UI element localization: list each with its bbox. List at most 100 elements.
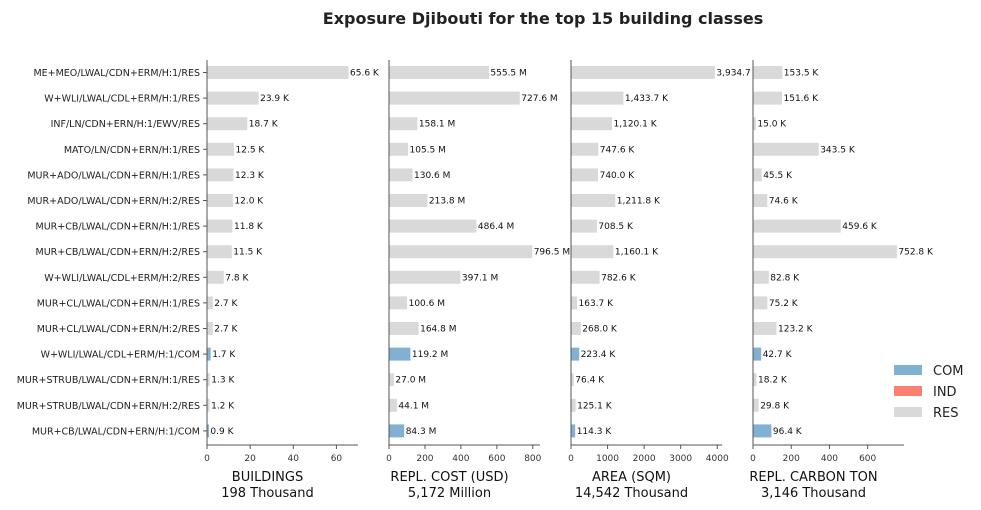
value-label: 75.2 K: [769, 299, 799, 309]
category-label: MUR+CB/LWAL/CDN+ERN/H:2/RES: [36, 247, 201, 258]
category-label: MUR+CB/LWAL/CDN+ERN/H:1/COM: [32, 426, 200, 437]
value-label: 74.6 K: [769, 197, 799, 207]
category-label: MUR+STRUB/LWAL/CDN+ERN/H:2/RES: [17, 401, 200, 412]
bar: [753, 194, 768, 207]
x-tick-label: 400: [452, 454, 469, 464]
bar: [389, 322, 419, 335]
bar: [571, 117, 612, 131]
category-label: ME+MEO/LWAL/CDN+ERM/H:1/RES: [33, 68, 200, 79]
category-label: INF/LN/CDN+ERN/H:1/EWV/RES: [51, 119, 200, 130]
x-tick-label: 1000: [596, 454, 619, 464]
bar: [389, 168, 413, 182]
value-label: 96.4 K: [773, 427, 803, 437]
value-label: 15.0 K: [757, 120, 787, 130]
value-label: 114.3 K: [577, 427, 613, 437]
bar: [207, 117, 248, 131]
value-label: 158.1 M: [419, 120, 455, 130]
bar: [571, 219, 597, 233]
bar: [207, 373, 210, 387]
value-label: 555.5 M: [490, 69, 526, 79]
value-label: 1,433.7 K: [625, 94, 669, 104]
x-axis-total: 14,542 Thousand: [575, 486, 688, 501]
value-label: 82.8 K: [770, 273, 800, 283]
bar: [207, 168, 234, 182]
bar: [207, 347, 211, 361]
bar: [389, 91, 520, 105]
value-label: 18.7 K: [249, 120, 279, 130]
value-label: 12.5 K: [236, 145, 266, 155]
bar: [207, 66, 349, 79]
value-label: 151.6 K: [784, 94, 820, 104]
value-label: 727.6 M: [521, 94, 557, 104]
category-label: MUR+CL/LWAL/CDN+ERN/H:2/RES: [37, 324, 200, 335]
x-tick-label: 200: [416, 454, 433, 464]
value-label: 164.8 M: [420, 325, 456, 335]
value-label: 1.7 K: [212, 350, 236, 360]
x-tick-label: 2000: [633, 454, 656, 464]
bar: [753, 424, 772, 438]
bar: [571, 373, 574, 387]
value-label: 119.2 M: [412, 350, 448, 360]
x-axis-label: AREA (SQM): [592, 470, 671, 485]
value-label: 125.1 K: [577, 401, 613, 411]
value-label: 2.7 K: [214, 299, 238, 309]
value-label: 782.6 K: [601, 273, 637, 283]
value-label: 163.7 K: [579, 299, 615, 309]
value-label: 18.2 K: [758, 376, 788, 386]
bar: [207, 296, 213, 310]
x-tick-label: 0: [568, 454, 574, 464]
value-label: 42.7 K: [763, 350, 793, 360]
legend-swatch: [894, 407, 922, 417]
x-tick-label: 0: [750, 454, 756, 464]
x-tick-label: 3000: [669, 454, 692, 464]
bar: [571, 322, 581, 335]
value-label: 397.1 M: [462, 273, 498, 283]
legend-label: COM: [933, 364, 964, 379]
value-label: 1.2 K: [211, 401, 235, 411]
bar: [389, 245, 533, 259]
value-label: 223.4 K: [581, 350, 617, 360]
x-tick-label: 0: [204, 454, 210, 464]
bar: [389, 219, 477, 233]
value-label: 7.8 K: [225, 273, 249, 283]
category-label: W+WLI/LWAL/CDL+ERM/H:2/RES: [44, 273, 200, 284]
bar: [753, 91, 782, 105]
bar: [207, 424, 209, 438]
category-label: MUR+ADO/LWAL/CDN+ERN/H:1/RES: [27, 170, 200, 181]
category-label: W+WLI/LWAL/CDL+ERM/H:1/COM: [41, 350, 200, 361]
bar: [753, 117, 756, 131]
bar: [389, 398, 397, 412]
x-axis-label: REPL. CARBON TON: [749, 470, 877, 485]
value-label: 12.3 K: [235, 171, 265, 181]
panel-2: 555.5 M 727.6 M 158.1 M 105.5 M 130.6 M 213.8…: [386, 60, 570, 501]
value-label: 84.3 M: [406, 427, 437, 437]
value-label: 268.0 K: [582, 325, 618, 335]
bar: [753, 66, 783, 79]
x-tick-label: 800: [524, 454, 541, 464]
value-label: 130.6 M: [414, 171, 450, 181]
bar: [753, 347, 762, 361]
panel-3: 3,934.7 K 1,433.7 K 1,120.1 K 747.6 K 740.0 …: [568, 60, 761, 501]
bar: [207, 245, 232, 259]
bar: [389, 424, 405, 438]
bar: [389, 270, 461, 284]
bar: [207, 219, 233, 233]
value-label: 1,211.8 K: [617, 197, 661, 207]
value-label: 796.5 M: [534, 248, 570, 258]
x-tick-label: 600: [488, 454, 505, 464]
bar: [571, 398, 576, 412]
x-tick-label: 4000: [706, 454, 729, 464]
value-label: 1,120.1 K: [614, 120, 658, 130]
chart-legend: COM IND RES: [894, 364, 964, 421]
bar: [571, 296, 577, 310]
value-label: 23.9 K: [260, 94, 290, 104]
x-axis-total: 3,146 Thousand: [761, 486, 866, 501]
panel-4: 153.5 K 151.6 K 15.0 K 343.5 K 45.5 K 74.6 K 4…: [749, 60, 934, 501]
bar: [571, 66, 715, 79]
legend-label: RES: [933, 406, 959, 421]
category-label: MUR+STRUB/LWAL/CDN+ERN/H:1/RES: [17, 375, 200, 386]
bar: [571, 168, 599, 182]
bar: [389, 194, 428, 207]
value-label: 0.9 K: [210, 427, 234, 437]
bar: [389, 142, 408, 156]
